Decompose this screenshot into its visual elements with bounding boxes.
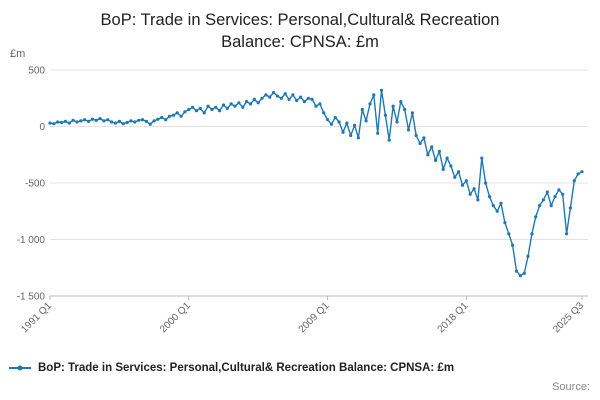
chart-legend: BoP: Trade in Services: Personal,Cultura…: [8, 362, 454, 374]
svg-text:1991 Q1: 1991 Q1: [19, 300, 54, 335]
chart-title-line2: Balance: CPNSA: £m: [221, 33, 379, 52]
svg-text:500: 500: [28, 66, 45, 77]
chart-canvas: 500 0 -500 -1 000 -1 500 1991 Q1 2000 Q1 2009 Q…: [0, 58, 600, 354]
y-axis-unit-label: £m: [10, 48, 26, 60]
legend-label: BoP: Trade in Services: Personal,Cultura…: [38, 362, 455, 374]
svg-text:2000 Q1: 2000 Q1: [158, 300, 193, 335]
chart-title-line1: BoP: Trade in Services: Personal,Cultura…: [100, 11, 500, 29]
svg-text:-1 500: -1 500: [17, 292, 46, 303]
source-label: Source:: [552, 381, 590, 393]
svg-text:0: 0: [39, 122, 45, 133]
svg-text:-500: -500: [25, 179, 45, 190]
svg-text:2018 Q1: 2018 Q1: [436, 300, 471, 335]
legend-line-marker-icon: [9, 365, 31, 371]
chart-title: BoP: Trade in Services: Personal,Cultura…: [20, 0, 580, 54]
svg-text:-1 000: -1 000: [17, 235, 46, 246]
svg-text:2025 Q3: 2025 Q3: [551, 300, 586, 335]
svg-text:2009 Q1: 2009 Q1: [297, 300, 332, 335]
